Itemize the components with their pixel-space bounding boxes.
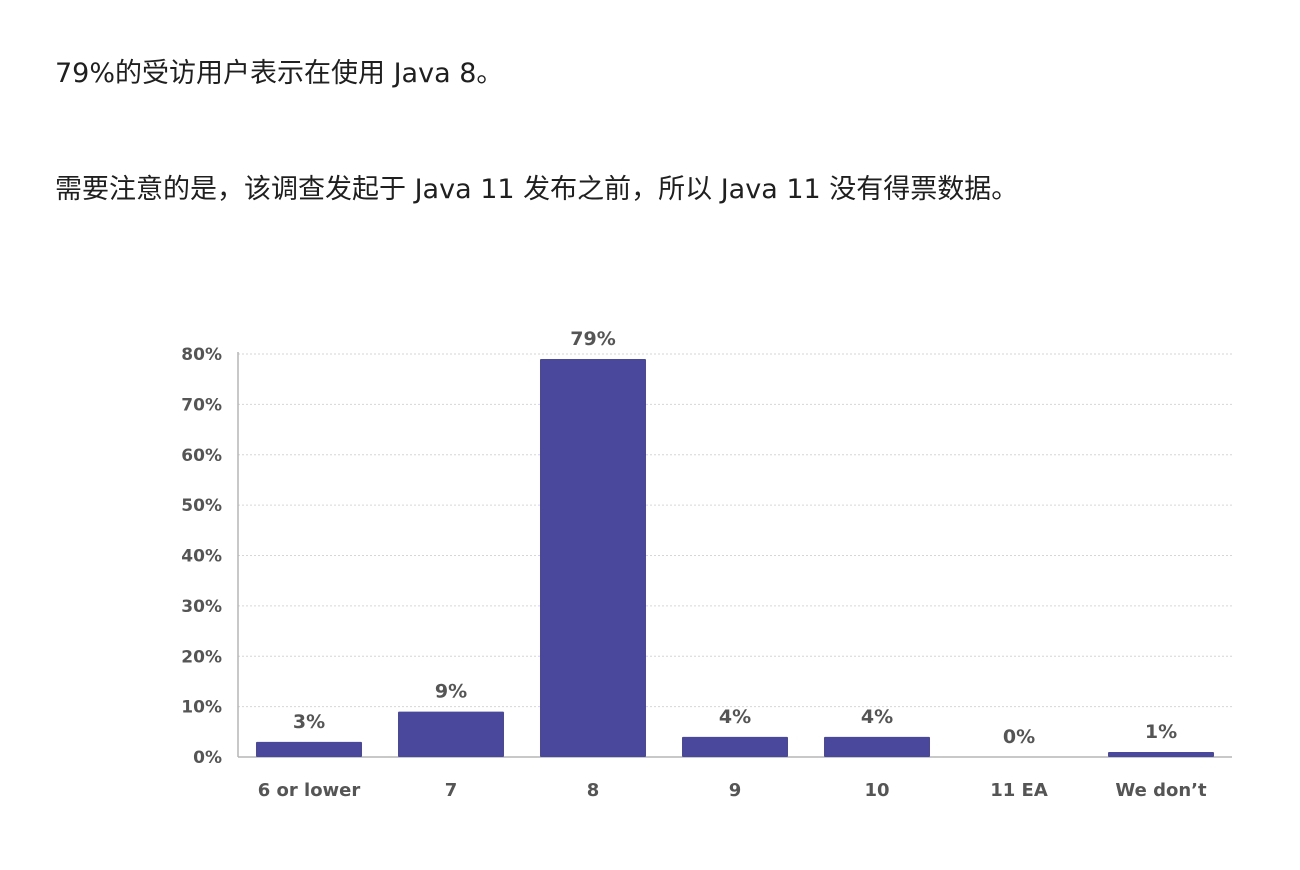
y-tick-label: 80%: [181, 345, 222, 365]
bar: [824, 736, 930, 757]
x-category-label: 11 EA: [990, 780, 1048, 801]
bar-data-label: 4%: [719, 706, 751, 728]
x-category-label: We don’t: [1115, 780, 1207, 801]
bar-data-label: 79%: [570, 328, 615, 350]
bar-data-label: 9%: [435, 681, 467, 703]
y-tick-label: 10%: [181, 698, 222, 718]
y-tick-label: 0%: [193, 748, 222, 768]
bar-data-label: 1%: [1145, 721, 1177, 743]
x-category-label: 6 or lower: [258, 780, 361, 801]
bar: [682, 736, 788, 757]
bar-data-label: 0%: [1003, 726, 1035, 748]
y-tick-label: 40%: [181, 547, 222, 567]
bar: [256, 741, 362, 757]
paragraph-java8-usage: 79%的受访用户表示在使用 Java 8。: [55, 58, 504, 89]
x-category-label: 9: [729, 780, 742, 801]
x-category-label: 7: [445, 780, 458, 801]
y-tick-label: 70%: [181, 395, 222, 415]
x-category-label: 10: [864, 780, 889, 801]
y-tick-label: 20%: [181, 647, 222, 667]
y-tick-label: 50%: [181, 496, 222, 516]
y-tick-label: 30%: [181, 597, 222, 617]
x-category-label: 8: [587, 780, 600, 801]
y-tick-label: 60%: [181, 446, 222, 466]
bar: [1108, 751, 1214, 757]
bar-data-label: 4%: [861, 706, 893, 728]
bar: [540, 359, 646, 757]
bar: [398, 711, 504, 757]
paragraph-survey-note: 需要注意的是，该调查发起于 Java 11 发布之前，所以 Java 11 没有…: [55, 174, 1019, 205]
bar-data-label: 3%: [293, 711, 325, 733]
